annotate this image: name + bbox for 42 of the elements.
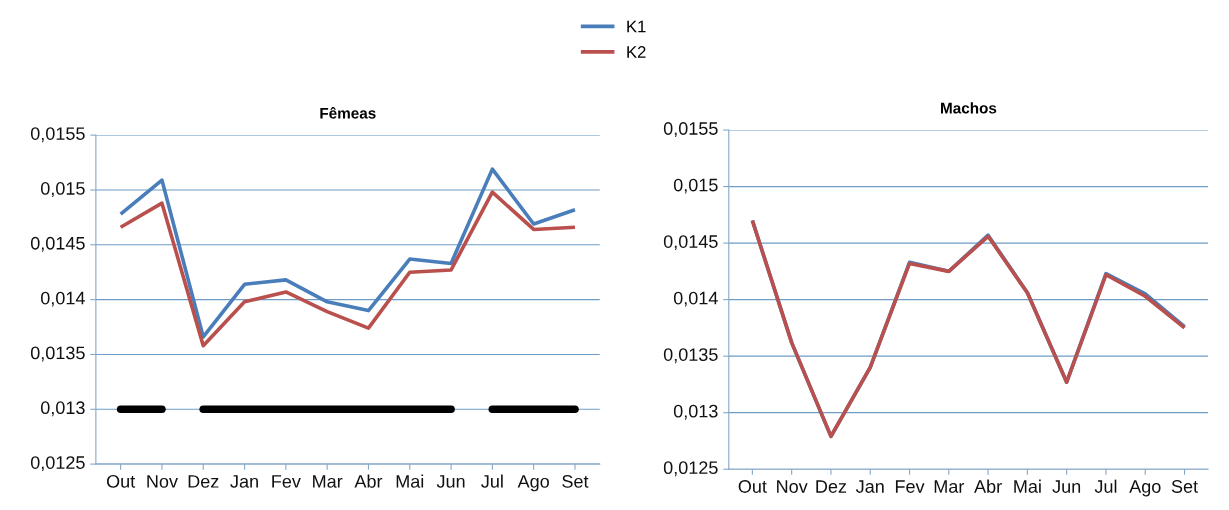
y-tick-label: 0,0155 xyxy=(30,127,85,143)
y-tick-label: 0,0135 xyxy=(30,346,85,362)
x-tick-label: Fev xyxy=(895,480,925,493)
legend-label: K1 xyxy=(627,20,646,33)
x-tick-label: Dez xyxy=(816,480,847,493)
y-tick-label: 0,014 xyxy=(673,291,718,307)
x-tick-label: Mar xyxy=(934,480,965,493)
x-tick-label: Jan xyxy=(230,475,258,488)
x-tick-label: Dez xyxy=(188,475,219,488)
y-tick-label: 0,013 xyxy=(673,404,718,420)
x-tick-label: Mai xyxy=(1014,479,1041,493)
x-tick-label: Jul xyxy=(481,474,503,488)
x-tick-label: Mar xyxy=(313,475,343,488)
x-tick-label: Set xyxy=(562,474,589,488)
x-tick-label: Jan xyxy=(855,480,884,493)
x-tick-label: Ago xyxy=(1129,480,1161,497)
x-tick-label: Jun xyxy=(436,475,465,488)
y-tick-label: 0,0135 xyxy=(663,348,718,364)
x-tick-label: Fev xyxy=(272,475,301,488)
chart-title: Machos xyxy=(941,102,997,114)
y-tick-label: 0,015 xyxy=(40,182,85,197)
x-tick-label: Ago xyxy=(517,475,549,492)
y-tick-label: 0,014 xyxy=(40,291,85,307)
x-tick-label: Out xyxy=(738,480,767,493)
x-tick-label: Abr xyxy=(354,474,383,488)
x-tick-label: Nov xyxy=(777,480,808,493)
x-tick-label: Jul xyxy=(1094,479,1117,493)
x-tick-label: Nov xyxy=(147,475,178,488)
x-tick-label: Out xyxy=(106,474,136,488)
x-tick-label: Mai xyxy=(396,474,424,488)
x-tick-label: Abr xyxy=(974,479,1002,493)
y-tick-label: 0,0125 xyxy=(663,461,718,477)
y-tick-label: 0,015 xyxy=(673,178,718,194)
x-tick-label: Jun xyxy=(1052,480,1081,493)
y-tick-label: 0,0145 xyxy=(663,235,718,251)
chart-title: Fêmeas xyxy=(320,107,376,119)
y-tick-label: 0,0145 xyxy=(30,236,85,252)
legend-label: K2 xyxy=(627,46,646,58)
y-tick-label: 0,0155 xyxy=(663,122,718,138)
y-tick-label: 0,013 xyxy=(40,401,85,417)
x-tick-label: Set xyxy=(1171,480,1198,493)
y-tick-label: 0,0125 xyxy=(30,456,85,472)
